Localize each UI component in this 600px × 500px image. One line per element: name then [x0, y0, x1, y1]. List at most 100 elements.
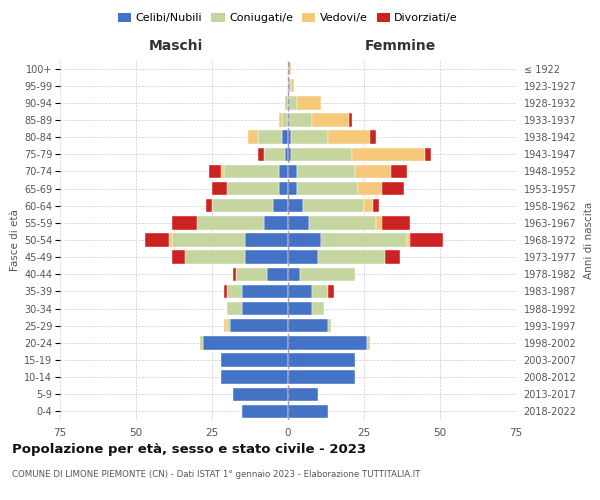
Bar — [230, 319, 288, 332]
Bar — [349, 114, 352, 126]
Bar — [172, 216, 197, 230]
Bar — [242, 302, 288, 316]
Y-axis label: Fasce di età: Fasce di età — [10, 209, 20, 271]
Bar — [242, 404, 288, 418]
Bar — [221, 370, 288, 384]
Bar — [373, 199, 379, 212]
Bar — [288, 96, 297, 110]
Bar — [288, 268, 300, 281]
Bar — [169, 234, 172, 246]
Bar — [245, 234, 288, 246]
Bar — [257, 148, 263, 161]
Bar — [224, 284, 227, 298]
Bar — [227, 284, 242, 298]
Bar — [288, 164, 297, 178]
Bar — [288, 336, 367, 349]
Bar — [407, 234, 410, 246]
Bar — [355, 164, 391, 178]
Bar — [385, 250, 400, 264]
Bar — [313, 284, 328, 298]
Bar — [288, 250, 319, 264]
Bar — [309, 216, 376, 230]
Bar — [273, 199, 288, 212]
Bar — [291, 148, 352, 161]
Bar — [328, 284, 334, 298]
Bar — [288, 302, 313, 316]
Bar — [288, 62, 291, 76]
Bar — [282, 114, 288, 126]
Bar — [172, 250, 185, 264]
Bar — [288, 182, 297, 196]
Bar — [410, 234, 443, 246]
Bar — [209, 164, 221, 178]
Text: Popolazione per età, sesso e stato civile - 2023: Popolazione per età, sesso e stato civil… — [12, 442, 366, 456]
Bar — [382, 182, 404, 196]
Bar — [297, 164, 355, 178]
Bar — [185, 250, 245, 264]
Bar — [197, 216, 263, 230]
Bar — [236, 268, 267, 281]
Bar — [279, 182, 288, 196]
Bar — [288, 404, 328, 418]
Bar — [288, 79, 291, 92]
Bar — [313, 114, 349, 126]
Bar — [367, 336, 370, 349]
Bar — [221, 164, 224, 178]
Bar — [288, 216, 309, 230]
Bar — [370, 130, 376, 144]
Bar — [227, 302, 242, 316]
Bar — [328, 319, 331, 332]
Bar — [391, 164, 407, 178]
Bar — [291, 79, 294, 92]
Bar — [319, 250, 385, 264]
Bar — [288, 199, 303, 212]
Bar — [291, 130, 328, 144]
Text: Maschi: Maschi — [148, 39, 203, 53]
Bar — [233, 268, 236, 281]
Bar — [233, 388, 288, 401]
Bar — [212, 182, 227, 196]
Text: Femmine: Femmine — [365, 39, 436, 53]
Bar — [288, 354, 355, 366]
Bar — [322, 234, 407, 246]
Bar — [300, 268, 355, 281]
Bar — [224, 164, 279, 178]
Bar — [352, 148, 425, 161]
Bar — [288, 148, 291, 161]
Bar — [227, 319, 230, 332]
Text: COMUNE DI LIMONE PIEMONTE (CN) - Dati ISTAT 1° gennaio 2023 - Elaborazione TUTTI: COMUNE DI LIMONE PIEMONTE (CN) - Dati IS… — [12, 470, 421, 479]
Bar — [245, 250, 288, 264]
Bar — [288, 130, 291, 144]
Bar — [328, 130, 370, 144]
Bar — [288, 319, 328, 332]
Bar — [288, 114, 313, 126]
Bar — [376, 216, 382, 230]
Y-axis label: Anni di nascita: Anni di nascita — [584, 202, 593, 278]
Bar — [297, 96, 322, 110]
Bar — [382, 216, 410, 230]
Bar — [145, 234, 169, 246]
Bar — [263, 148, 285, 161]
Bar — [257, 130, 282, 144]
Bar — [425, 148, 431, 161]
Bar — [279, 164, 288, 178]
Bar — [285, 96, 288, 110]
Bar — [224, 319, 227, 332]
Bar — [248, 130, 257, 144]
Bar — [279, 114, 282, 126]
Bar — [206, 199, 212, 212]
Bar — [282, 130, 288, 144]
Bar — [288, 234, 322, 246]
Bar — [288, 370, 355, 384]
Bar — [203, 336, 288, 349]
Bar — [313, 302, 325, 316]
Bar — [227, 182, 279, 196]
Legend: Celibi/Nubili, Coniugati/e, Vedovi/e, Divorziati/e: Celibi/Nubili, Coniugati/e, Vedovi/e, Di… — [113, 8, 463, 28]
Bar — [263, 216, 288, 230]
Bar — [212, 199, 273, 212]
Bar — [172, 234, 245, 246]
Bar — [288, 388, 319, 401]
Bar — [267, 268, 288, 281]
Bar — [288, 284, 313, 298]
Bar — [242, 284, 288, 298]
